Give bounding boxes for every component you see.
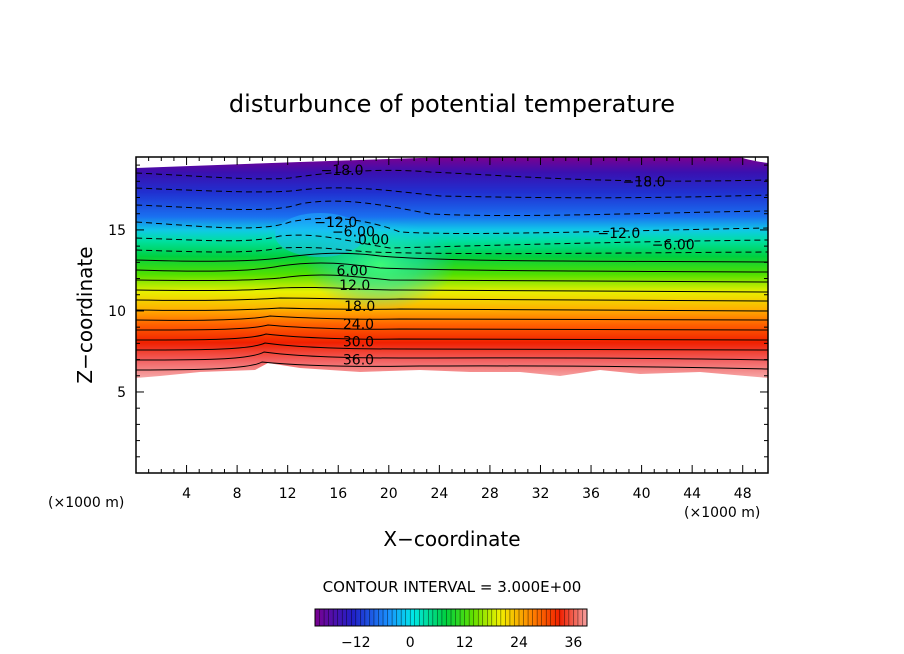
x-unit-label: (×1000 m) — [684, 505, 760, 521]
field-top-blank-right — [740, 157, 768, 163]
contour-label: −6.00 — [652, 238, 695, 254]
x-tick-label: 44 — [683, 486, 701, 502]
contour-label: 18.0 — [344, 299, 375, 315]
x-tick-label: 20 — [380, 486, 398, 502]
contour-label: 6.00 — [337, 263, 368, 279]
colorbar-tick-label: 36 — [564, 635, 582, 651]
plot-area — [136, 157, 768, 378]
contour-label: −6.00 — [332, 225, 375, 241]
contour-lines — [136, 169, 768, 371]
contour-label: 0.00 — [358, 233, 389, 249]
x-tick-label: 28 — [481, 486, 499, 502]
x-tick-label: 8 — [233, 486, 242, 502]
colorbar-tick-label: 0 — [406, 635, 415, 651]
x-tick-label: 40 — [633, 486, 651, 502]
y-axis-label: Z−coordinate — [73, 246, 97, 383]
contour-interval-text: CONTOUR INTERVAL = 3.000E+00 — [323, 578, 582, 596]
y-axis: 5 10 15 — [108, 164, 768, 458]
contour-label: 24.0 — [343, 317, 374, 333]
x-tick-label: 12 — [279, 486, 297, 502]
updraft-core — [275, 213, 365, 257]
colorbar-ticks: −12 0 12 24 36 — [341, 635, 582, 651]
x-axis: 4 8 12 16 20 24 28 32 36 40 44 48 — [148, 157, 756, 502]
x-tick-label: 48 — [734, 486, 752, 502]
colorbar-tick-label: −12 — [341, 635, 371, 651]
contour-label: −12.0 — [597, 226, 640, 242]
contour-label: 36.0 — [343, 353, 374, 369]
y-tick-label: 10 — [108, 304, 126, 320]
contour-label: 30.0 — [343, 335, 374, 351]
contour-label: −18.0 — [623, 174, 666, 190]
field-top-blank — [136, 157, 345, 164]
contour-label: −18.0 — [321, 163, 364, 179]
x-tick-label: 4 — [182, 486, 191, 502]
colorbar-tick-label: 24 — [510, 635, 528, 651]
y-tick-label: 15 — [108, 223, 126, 239]
x-tick-label: 36 — [582, 486, 600, 502]
colorbar-bands — [319, 609, 583, 626]
colorbar-tick-label: 12 — [456, 635, 474, 651]
contour-label: −12.0 — [314, 215, 357, 231]
x-tick-label: 16 — [329, 486, 347, 502]
y-tick-label: 5 — [117, 385, 126, 401]
contour-label: 12.0 — [339, 278, 370, 294]
x-tick-label: 24 — [430, 486, 448, 502]
x-axis-label: X−coordinate — [383, 527, 520, 551]
x-tick-label: 32 — [532, 486, 550, 502]
chart-title: disturbunce of potential temperature — [229, 90, 675, 118]
contour-labels: −18.0−18.0−12.0−6.000.00 −12.0−6.006.0012… — [314, 163, 694, 369]
y-unit-label: (×1000 m) — [48, 495, 124, 511]
